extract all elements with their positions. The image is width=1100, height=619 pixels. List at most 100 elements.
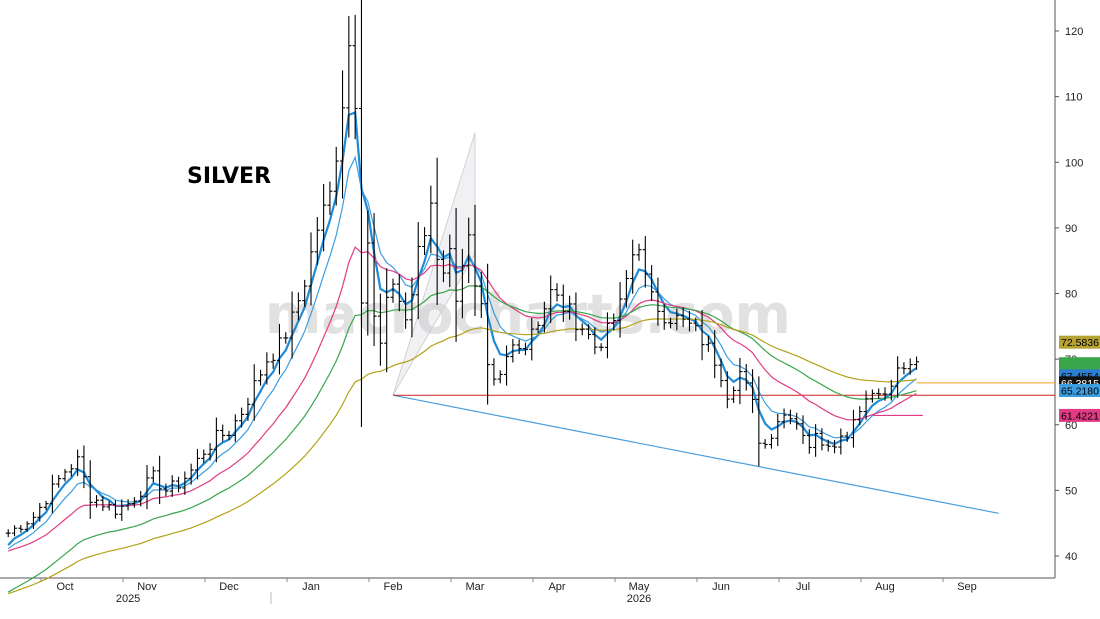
- price-bar: [668, 317, 674, 329]
- price-bar: [485, 263, 491, 405]
- price-bar: [586, 324, 592, 340]
- price-bar: [239, 407, 245, 428]
- price-bar: [119, 499, 125, 521]
- price-bar: [403, 292, 409, 329]
- price-bar: [705, 335, 711, 352]
- price-bar: [844, 431, 850, 442]
- price-bar: [775, 413, 781, 447]
- price-bar: [62, 469, 68, 482]
- price-bar: [750, 369, 756, 414]
- y-tick-label: 40: [1065, 551, 1077, 563]
- price-bar: [491, 358, 497, 386]
- price-bar: [630, 239, 636, 294]
- price-bar: [832, 440, 838, 454]
- price-bar: [49, 474, 55, 514]
- price-bar: [567, 295, 573, 320]
- price-bar: [825, 439, 831, 452]
- downtrend-line: [392, 394, 999, 514]
- price-bar: [453, 207, 459, 342]
- price-bar: [258, 369, 264, 386]
- price-bar: [327, 181, 333, 215]
- right-tag-label: 61.4221: [1061, 410, 1099, 422]
- price-bar: [724, 371, 730, 409]
- price-bar: [466, 217, 472, 283]
- x-year-label: 2025: [116, 593, 140, 605]
- price-bar: [806, 429, 812, 454]
- price-bar: [220, 424, 226, 442]
- price-bar: [5, 529, 11, 538]
- right-tag: [1059, 357, 1100, 371]
- price-bar: [94, 495, 100, 508]
- price-bar: [541, 301, 547, 333]
- price-bar: [422, 227, 428, 256]
- watermark-text: macrocharts.com: [265, 283, 791, 346]
- price-bar: [459, 248, 465, 319]
- price-bar: [888, 379, 894, 401]
- price-bar: [390, 278, 396, 303]
- y-tick-label: 100: [1065, 157, 1083, 169]
- price-bar: [876, 388, 882, 399]
- price-bar: [516, 339, 522, 355]
- price-bar: [781, 408, 787, 429]
- y-axis: 405060708090100110120: [1055, 26, 1083, 563]
- price-bar: [535, 321, 541, 334]
- price-bar: [346, 16, 352, 138]
- x-year-label: 2026: [627, 593, 651, 605]
- x-tick-label: Feb: [384, 581, 403, 593]
- price-bar: [636, 243, 642, 261]
- price-bar: [560, 284, 566, 322]
- price-bar: [352, 14, 358, 140]
- price-bar: [18, 524, 24, 533]
- price-bar: [276, 323, 282, 375]
- price-bar: [623, 270, 629, 308]
- price-bars: [5, 0, 920, 538]
- price-bar: [106, 500, 112, 511]
- price-bar: [340, 70, 346, 199]
- right-tag: 72.5836: [1059, 335, 1100, 349]
- price-bar: [813, 424, 819, 457]
- price-bar: [396, 274, 402, 312]
- price-bar: [270, 353, 276, 369]
- price-bar: [321, 184, 327, 252]
- reference-lines: [392, 382, 1055, 514]
- x-tick-label: Apr: [548, 581, 565, 593]
- x-axis: Oct Nov Dec Jan Feb Mar Apr May Jun Jul Aug Sep 2025…: [40, 578, 977, 605]
- price-bar: [150, 466, 156, 483]
- price-bar: [478, 271, 484, 318]
- price-bar: [718, 358, 724, 388]
- y-tick-label: 50: [1065, 485, 1077, 497]
- y-tick-label: 60: [1065, 420, 1077, 432]
- price-bar: [838, 428, 844, 455]
- price-bar: [573, 292, 579, 342]
- price-bar: [869, 389, 875, 403]
- price-bar: [289, 291, 295, 359]
- moving-average-56: [7, 318, 917, 595]
- price-bar: [245, 397, 251, 421]
- price-bar: [283, 332, 289, 344]
- x-tick-label: Jan: [302, 581, 320, 593]
- price-bar: [642, 236, 648, 288]
- price-bar: [251, 364, 257, 421]
- right-tag: 61.4221: [1059, 408, 1100, 422]
- price-bar: [314, 217, 320, 265]
- right-tag-box: [1059, 384, 1100, 398]
- price-bar: [125, 499, 131, 511]
- price-bar: [43, 500, 49, 511]
- price-bar: [100, 496, 106, 512]
- price-bar: [529, 318, 535, 361]
- price-bar: [768, 434, 774, 449]
- watermark: macrocharts.com: [265, 283, 791, 346]
- price-bar: [548, 275, 554, 323]
- price-bar: [409, 277, 415, 338]
- price-bar: [131, 497, 137, 508]
- x-tick-label: Sep: [957, 581, 977, 593]
- flag-shape: [392, 132, 476, 396]
- right-tag: 65.2180: [1059, 384, 1100, 398]
- price-bar: [895, 356, 901, 398]
- price-bar: [415, 222, 421, 320]
- price-bar: [901, 362, 907, 375]
- price-bar: [169, 475, 175, 498]
- price-bar: [207, 443, 213, 461]
- price-bar: [81, 445, 87, 489]
- price-bar: [232, 414, 238, 442]
